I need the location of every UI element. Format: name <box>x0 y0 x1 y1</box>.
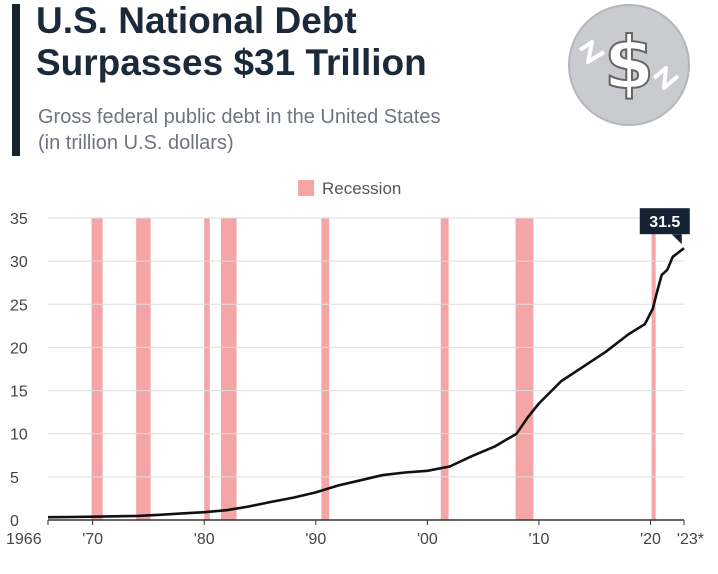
dollar-coin-icon: $ <box>568 4 690 126</box>
callout-box <box>639 208 690 235</box>
y-tick-label-35: 35 <box>10 211 28 228</box>
recession-band-1 <box>136 218 151 520</box>
x-axis-ticks: 1966 '70 '80 '90 '00 '10 '20 '23* <box>6 520 704 548</box>
x-tick-label-4: '00 <box>417 531 438 548</box>
x-tick-label-3: '90 <box>305 531 326 548</box>
chart-title-line-1: U.S. National Debt <box>36 0 357 41</box>
x-tick-label-2: '80 <box>194 531 215 548</box>
y-tick-label-5: 5 <box>10 470 19 487</box>
recession-band-4 <box>321 218 330 520</box>
chart-subtitle-line-1: Gross federal public debt in the United … <box>38 106 441 128</box>
chart-title-line-2: Surpasses $31 Trillion <box>36 42 427 83</box>
x-tick-label-5: '10 <box>529 531 550 548</box>
y-tick-label-0: 0 <box>10 513 19 530</box>
y-tick-label-25: 25 <box>10 297 28 314</box>
recession-band-0 <box>91 218 103 520</box>
x-tick-label-0: 1966 <box>6 531 42 548</box>
chart-legend: Recession <box>298 179 401 198</box>
y-tick-label-30: 30 <box>10 254 28 271</box>
y-tick-label-20: 20 <box>10 340 28 357</box>
grid-lines <box>48 217 684 521</box>
y-axis-ticks: 0 5 10 15 20 25 30 35 <box>10 211 28 530</box>
recession-band-3 <box>220 218 237 520</box>
recession-band-6 <box>515 218 534 520</box>
recession-band-7 <box>651 218 656 520</box>
y-tick-label-15: 15 <box>10 384 28 401</box>
callout-pointer <box>671 234 682 245</box>
title-accent-bar <box>12 4 20 156</box>
recession-bands <box>91 218 656 520</box>
latest-value-callout: 31.5 <box>639 208 690 245</box>
callout-value: 31.5 <box>649 214 680 231</box>
x-tick-label-1: '70 <box>82 531 103 548</box>
legend-label-recession: Recession <box>322 179 401 198</box>
legend-swatch-recession <box>298 180 314 196</box>
svg-text:$: $ <box>604 21 654 105</box>
x-tick-label-7: '23* <box>677 531 704 548</box>
chart-subtitle-line-2: (in trillion U.S. dollars) <box>38 132 234 154</box>
debt-series-line <box>47 247 685 519</box>
recession-band-5 <box>440 218 449 520</box>
chart-title: U.S. National Debt Surpasses $31 Trillio… <box>36 0 576 84</box>
chart-subtitle: Gross federal public debt in the United … <box>38 104 578 156</box>
y-tick-label-10: 10 <box>10 427 28 444</box>
recession-band-2 <box>204 218 210 520</box>
x-tick-label-6: '20 <box>640 531 661 548</box>
